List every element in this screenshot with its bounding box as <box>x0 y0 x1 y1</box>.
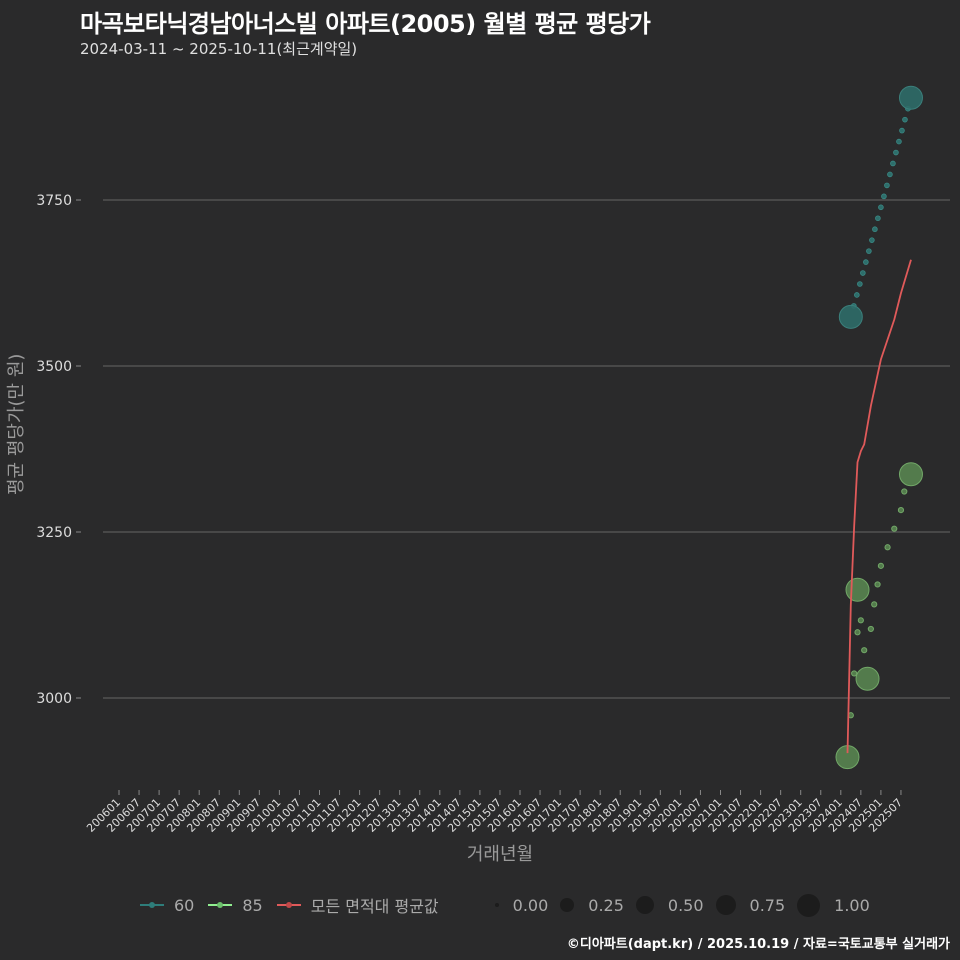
data-point <box>854 292 860 298</box>
legend-item-85: 85 <box>208 895 263 915</box>
data-point <box>866 248 872 254</box>
size-dot-icon <box>560 898 575 912</box>
data-point <box>857 281 863 287</box>
data-point-85 <box>845 577 870 602</box>
y-tick-label: 3250 <box>36 525 72 541</box>
data-point <box>863 259 869 265</box>
legend-item-average: 모든 면적대 평균값 <box>276 893 439 917</box>
data-point <box>872 226 878 233</box>
average-line <box>846 259 912 754</box>
data-point-85 <box>855 666 880 691</box>
data-point <box>875 215 881 222</box>
size-legend-100: 1.00 <box>797 893 870 917</box>
y-axis-label: 평균 평당가(만 원) <box>6 353 27 495</box>
data-point <box>899 127 905 134</box>
data-point-85 <box>854 629 861 636</box>
data-point-85 <box>897 506 905 514</box>
data-point <box>890 160 896 167</box>
chart-subtitle: 2024-03-11 ~ 2025-10-11(최근계약일) <box>80 40 358 58</box>
legend-item-60: 60 <box>140 896 194 915</box>
data-point-85 <box>901 488 908 495</box>
chart-title: 마곡보타닉경남아너스빌 아파트(2005) 월별 평균 평당가 <box>80 10 651 38</box>
data-point-85 <box>891 525 898 532</box>
legend-label-average: 모든 면적대 평균값 <box>310 897 439 916</box>
data-point-85 <box>867 625 874 633</box>
size-dot-icon <box>797 893 821 917</box>
legend-label-60: 60 <box>174 895 195 915</box>
size-legend-50: 0.50 <box>635 896 704 915</box>
data-point <box>893 149 899 156</box>
legend: 60 85 모든 면적대 평균값 0.00 0.25 0.50 0.75 1.0… <box>140 893 882 917</box>
data-point-85 <box>898 462 923 487</box>
data-point <box>884 182 890 189</box>
data-point-85 <box>851 670 858 677</box>
size-legend-25: 0.25 <box>560 896 624 915</box>
y-tick-label: 3000 <box>36 691 72 707</box>
size-dot-icon <box>715 895 736 915</box>
size-dot-icon <box>494 903 499 907</box>
size-dot-icon <box>635 896 654 914</box>
data-point-85 <box>857 617 864 624</box>
data-point-85 <box>871 601 878 608</box>
data-point <box>860 270 866 276</box>
data-point <box>878 204 884 211</box>
data-point-85 <box>884 544 891 551</box>
data-point <box>869 237 875 243</box>
legend-key-60-icon <box>140 899 164 911</box>
data-point <box>887 171 893 178</box>
source-caption: ©디아파트(dapt.kr) / 2025.10.19 / 자료=국토교통부 실… <box>566 937 950 952</box>
data-point-85 <box>877 562 885 569</box>
y-tick-label: 3500 <box>36 359 72 375</box>
data-point-85 <box>874 581 881 588</box>
data-point-60 <box>838 304 863 329</box>
data-point <box>896 138 902 145</box>
x-axis-label: 거래년월 <box>466 844 534 865</box>
data-point <box>881 193 887 200</box>
size-legend-75: 0.75 <box>715 895 785 915</box>
y-tick-label: 3750 <box>36 193 72 209</box>
legend-label-85: 85 <box>242 895 263 915</box>
size-legend-0: 0.00 <box>491 896 548 915</box>
data-point-60 <box>898 85 923 110</box>
legend-key-85-icon <box>208 899 233 911</box>
data-point-85 <box>861 647 868 654</box>
data-point <box>902 116 908 123</box>
legend-key-average-icon <box>276 899 301 911</box>
